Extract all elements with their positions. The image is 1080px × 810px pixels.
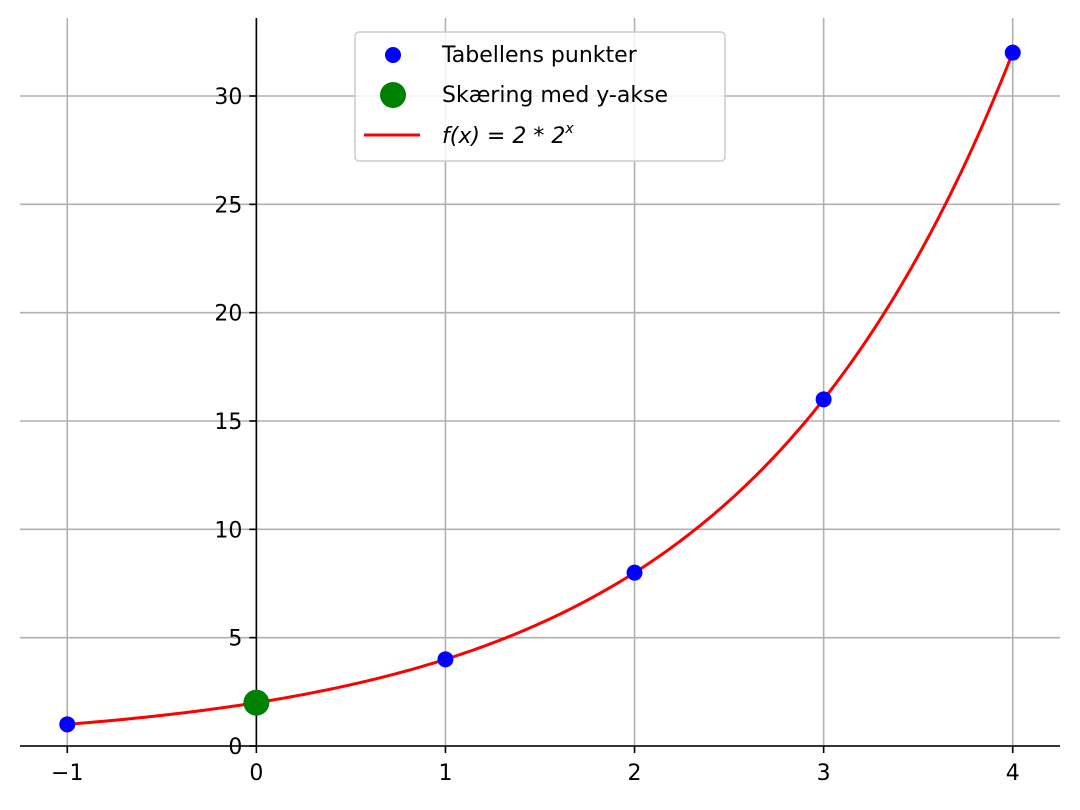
legend-marker-y-intercept — [380, 82, 406, 108]
legend-box — [354, 31, 726, 162]
legend-label-function-base: f(x) = 2 * 2 — [442, 124, 565, 149]
y-intercept-point — [243, 689, 270, 716]
table-point — [626, 564, 643, 581]
x-tick-label: 0 — [249, 761, 263, 786]
legend-label-function: f(x) = 2 * 2x — [442, 121, 574, 149]
x-tick-label: 4 — [1006, 761, 1020, 786]
x-tick-label: 3 — [817, 761, 831, 786]
table-point — [815, 391, 832, 408]
x-tick-label: 1 — [438, 761, 452, 786]
y-tick-label: 30 — [214, 85, 242, 110]
table-point — [59, 716, 76, 733]
table-point — [437, 651, 454, 668]
y-tick-label: 15 — [214, 410, 242, 435]
legend-marker-table-points — [385, 47, 401, 63]
y-tick-label: 0 — [228, 735, 242, 760]
y-tick-label: 25 — [214, 193, 242, 218]
x-tick-label: −1 — [51, 761, 83, 786]
legend-label-table-points: Tabellens punkter — [441, 43, 638, 68]
y-tick-label: 5 — [228, 627, 242, 652]
legend: Tabellens punkter Skæring med y-akse f(x… — [354, 31, 726, 162]
plot-series — [59, 44, 1021, 733]
function-curve — [67, 52, 1015, 726]
legend-label-y-intercept: Skæring med y-akse — [442, 83, 668, 108]
y-tick-label: 20 — [214, 302, 242, 327]
table-point — [1004, 44, 1021, 61]
axes — [20, 18, 1060, 753]
legend-label-function-exponent: x — [564, 121, 574, 137]
tick-labels: −1 0 1 2 3 4 0 5 10 15 20 25 30 — [51, 85, 1020, 786]
y-tick-label: 10 — [214, 518, 242, 543]
x-tick-label: 2 — [628, 761, 642, 786]
